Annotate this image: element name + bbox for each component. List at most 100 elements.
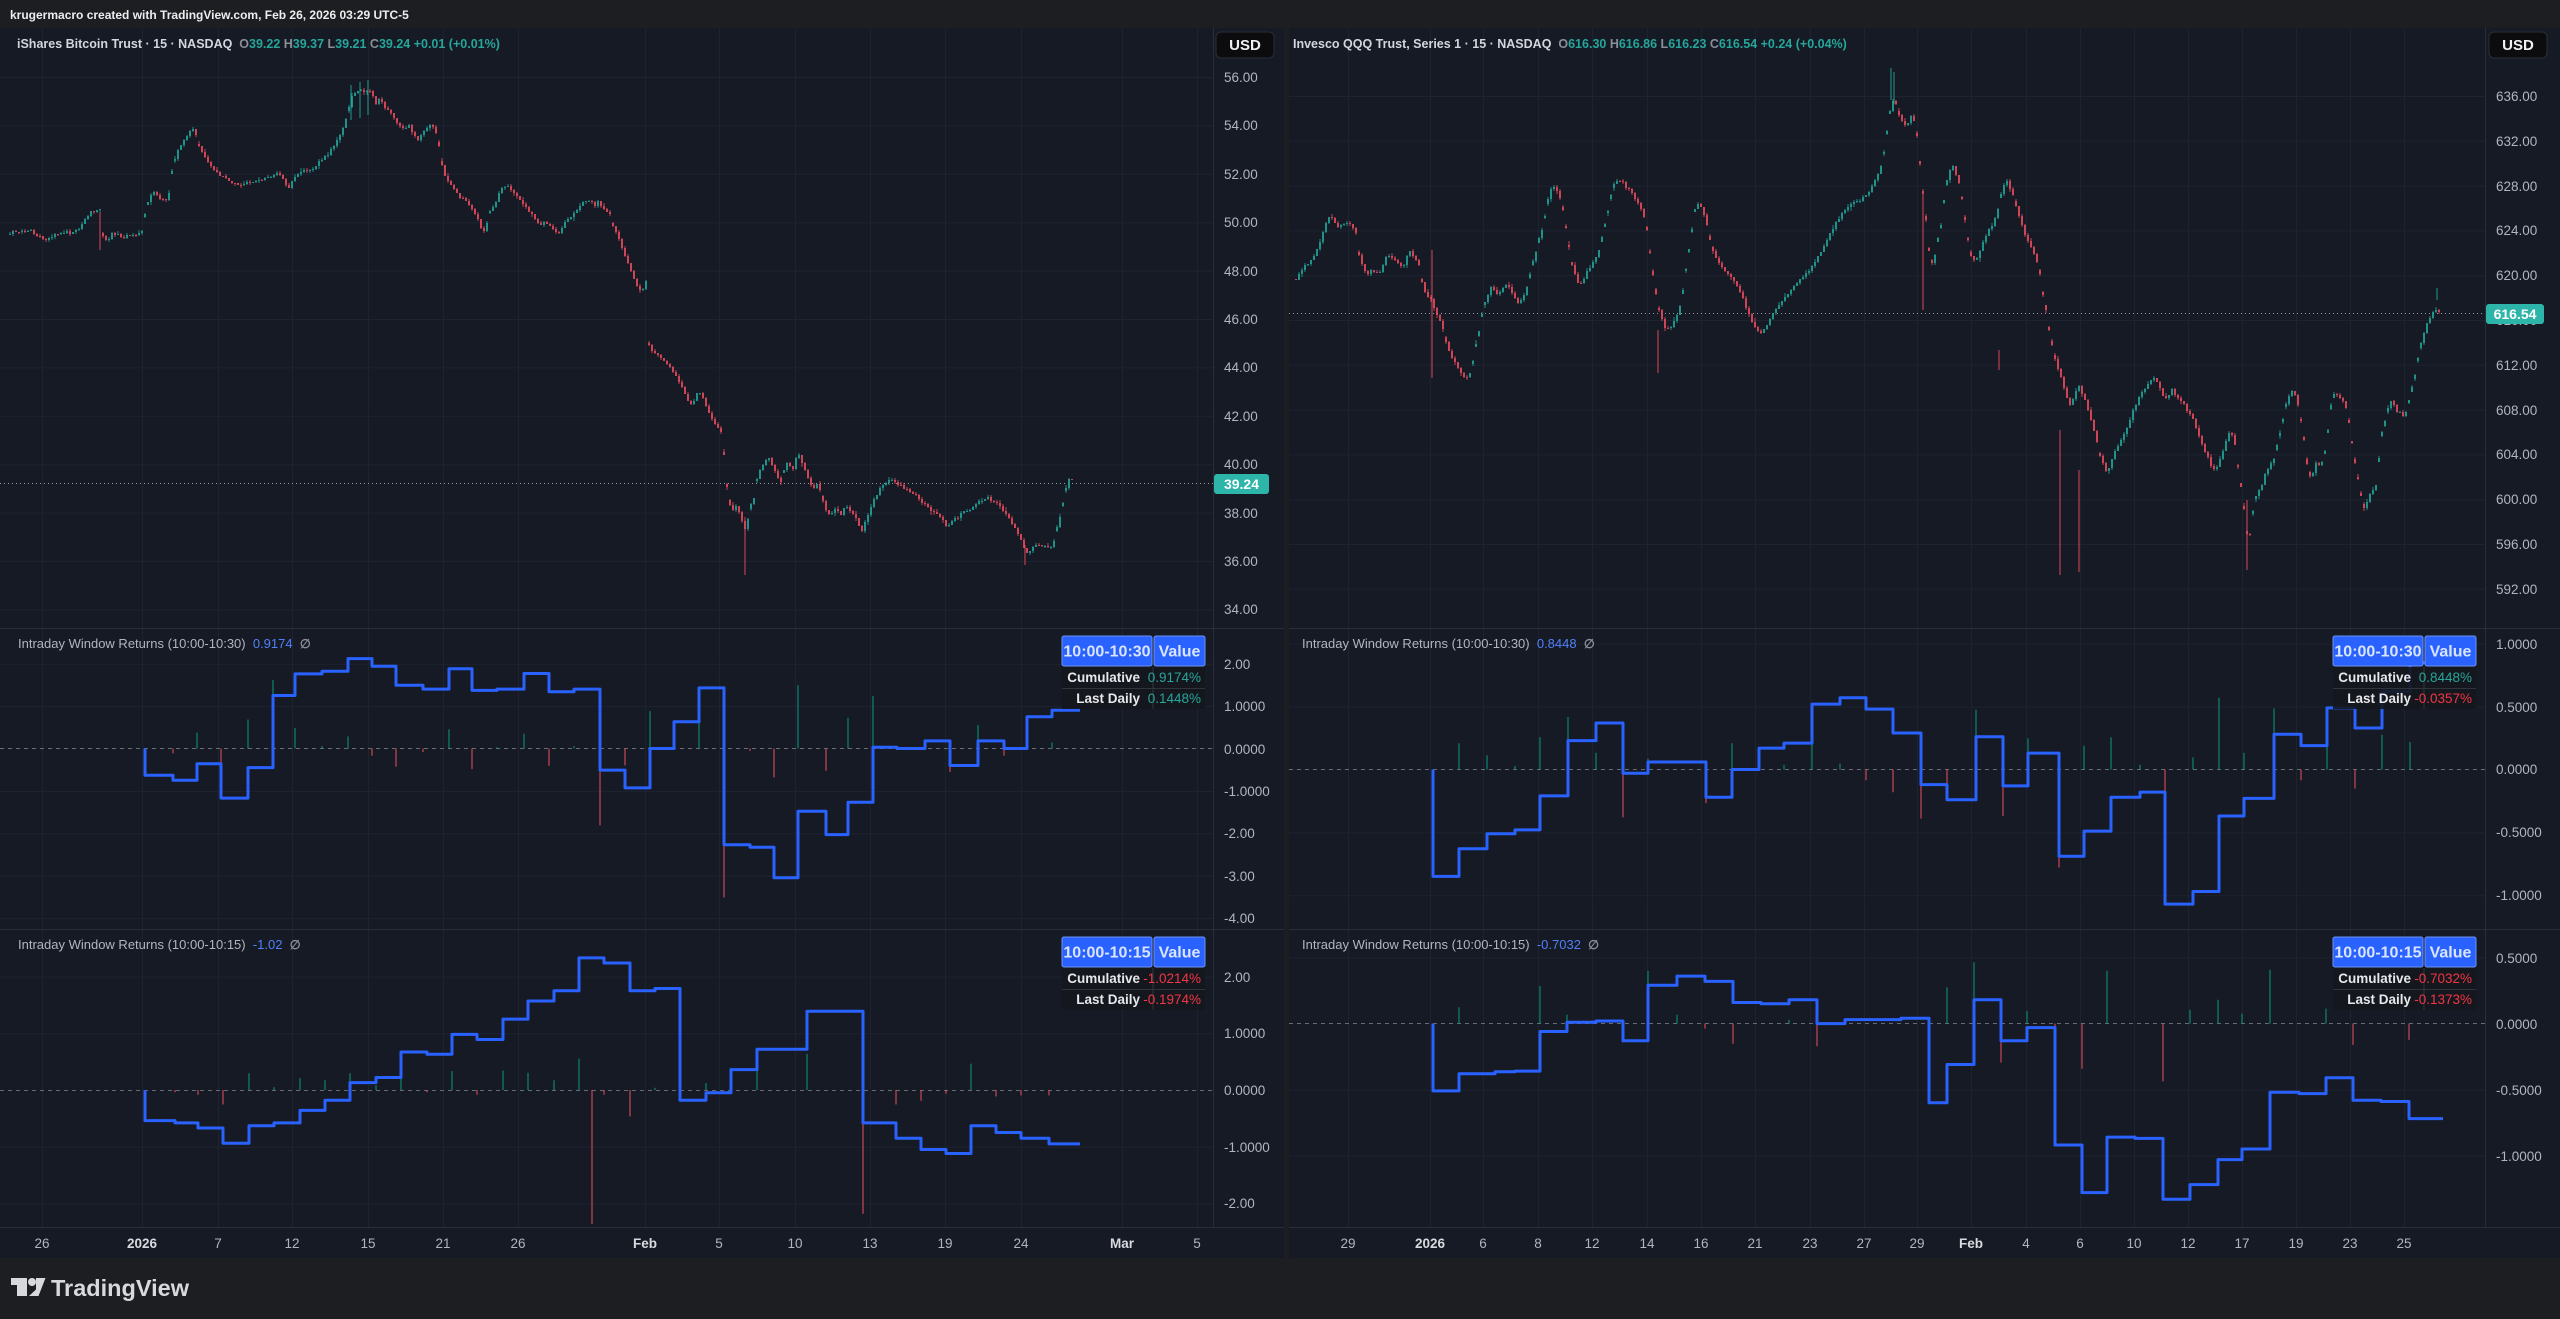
svg-text:Cumulative: Cumulative <box>2338 670 2411 685</box>
svg-text:620.00: 620.00 <box>2496 268 2537 283</box>
svg-text:604.00: 604.00 <box>2496 447 2537 462</box>
svg-text:2.00: 2.00 <box>1224 970 1250 985</box>
svg-text:42.00: 42.00 <box>1224 409 1258 424</box>
svg-text:0.0000: 0.0000 <box>1224 1083 1265 1098</box>
svg-text:-1.0000: -1.0000 <box>2496 888 2542 903</box>
svg-text:-4.00: -4.00 <box>1224 911 1255 926</box>
svg-text:-0.1373%: -0.1373% <box>2414 992 2472 1007</box>
svg-text:29: 29 <box>1909 1236 1924 1251</box>
svg-text:12: 12 <box>284 1236 299 1251</box>
svg-text:0.1448%: 0.1448% <box>1148 691 1201 706</box>
svg-text:-1.0000: -1.0000 <box>2496 1149 2542 1164</box>
svg-text:-0.0357%: -0.0357% <box>2414 691 2472 706</box>
svg-text:13: 13 <box>862 1236 877 1251</box>
svg-text:26: 26 <box>34 1236 49 1251</box>
svg-text:36.00: 36.00 <box>1224 554 1258 569</box>
svg-text:17: 17 <box>2234 1236 2249 1251</box>
svg-text:52.00: 52.00 <box>1224 167 1258 182</box>
svg-text:Mar: Mar <box>1110 1236 1135 1251</box>
svg-text:Value: Value <box>1159 644 1201 661</box>
svg-text:612.00: 612.00 <box>2496 358 2537 373</box>
svg-text:56.00: 56.00 <box>1224 70 1258 85</box>
svg-text:54.00: 54.00 <box>1224 118 1258 133</box>
svg-text:19: 19 <box>2288 1236 2303 1251</box>
svg-text:628.00: 628.00 <box>2496 179 2537 194</box>
svg-text:25: 25 <box>2396 1236 2411 1251</box>
svg-text:23: 23 <box>1802 1236 1817 1251</box>
svg-text:10:00-10:30: 10:00-10:30 <box>2334 644 2421 661</box>
svg-text:2026: 2026 <box>127 1236 158 1251</box>
svg-text:-0.7032%: -0.7032% <box>2414 971 2472 986</box>
svg-text:48.00: 48.00 <box>1224 264 1258 279</box>
svg-text:0.8448%: 0.8448% <box>2419 670 2472 685</box>
svg-text:-2.00: -2.00 <box>1224 826 1255 841</box>
svg-text:Last Daily: Last Daily <box>2347 691 2411 706</box>
svg-text:0.5000: 0.5000 <box>2496 951 2537 966</box>
svg-text:24: 24 <box>1013 1236 1029 1251</box>
svg-text:-0.5000: -0.5000 <box>2496 825 2542 840</box>
svg-text:21: 21 <box>1747 1236 1762 1251</box>
svg-text:7: 7 <box>214 1236 222 1251</box>
svg-text:6: 6 <box>2076 1236 2084 1251</box>
svg-text:iShares Bitcoin Trust · 15 · N: iShares Bitcoin Trust · 15 · NASDAQ O39.… <box>17 37 500 51</box>
svg-text:Feb: Feb <box>1959 1236 1983 1251</box>
svg-text:38.00: 38.00 <box>1224 506 1258 521</box>
svg-text:592.00: 592.00 <box>2496 582 2537 597</box>
svg-text:Value: Value <box>2430 644 2472 661</box>
svg-text:10:00-10:15: 10:00-10:15 <box>2334 945 2421 962</box>
svg-text:39.24: 39.24 <box>1224 476 1259 492</box>
svg-text:4: 4 <box>2022 1236 2030 1251</box>
svg-text:5: 5 <box>715 1236 723 1251</box>
svg-text:Last Daily: Last Daily <box>1076 691 1140 706</box>
svg-text:600.00: 600.00 <box>2496 492 2537 507</box>
svg-text:krugermacro created with Tradi: krugermacro created with TradingView.com… <box>10 8 409 22</box>
svg-text:29: 29 <box>1340 1236 1355 1251</box>
svg-text:12: 12 <box>2180 1236 2195 1251</box>
svg-text:636.00: 636.00 <box>2496 89 2537 104</box>
svg-text:23: 23 <box>2342 1236 2357 1251</box>
svg-text:1.0000: 1.0000 <box>2496 637 2537 652</box>
svg-text:1.0000: 1.0000 <box>1224 1026 1265 1041</box>
svg-text:46.00: 46.00 <box>1224 312 1258 327</box>
svg-text:50.00: 50.00 <box>1224 215 1258 230</box>
svg-text:616.54: 616.54 <box>2494 306 2537 322</box>
svg-text:624.00: 624.00 <box>2496 223 2537 238</box>
svg-text:5: 5 <box>1193 1236 1201 1251</box>
svg-text:2026: 2026 <box>1415 1236 1446 1251</box>
svg-text:2.00: 2.00 <box>1224 657 1250 672</box>
svg-text:-1.0000: -1.0000 <box>1224 1140 1270 1155</box>
svg-text:-0.5000: -0.5000 <box>2496 1083 2542 1098</box>
svg-text:Intraday Window Returns (10:00: Intraday Window Returns (10:00-10:30) 0.… <box>1302 636 1595 651</box>
svg-text:12: 12 <box>1584 1236 1599 1251</box>
svg-text:14: 14 <box>1639 1236 1655 1251</box>
svg-text:-1.0214%: -1.0214% <box>1143 971 1201 986</box>
svg-text:0.9174%: 0.9174% <box>1148 670 1201 685</box>
svg-text:Cumulative: Cumulative <box>2338 971 2411 986</box>
svg-text:8: 8 <box>1534 1236 1542 1251</box>
svg-text:1.0000: 1.0000 <box>1224 699 1265 714</box>
svg-text:34.00: 34.00 <box>1224 602 1258 617</box>
svg-text:10: 10 <box>2126 1236 2141 1251</box>
svg-text:632.00: 632.00 <box>2496 134 2537 149</box>
svg-text:608.00: 608.00 <box>2496 403 2537 418</box>
svg-text:Value: Value <box>1159 945 1201 962</box>
svg-text:0.0000: 0.0000 <box>2496 762 2537 777</box>
svg-text:40.00: 40.00 <box>1224 457 1258 472</box>
svg-text:44.00: 44.00 <box>1224 360 1258 375</box>
svg-text:26: 26 <box>510 1236 525 1251</box>
svg-text:Intraday Window Returns (10:00: Intraday Window Returns (10:00-10:15) -0… <box>1302 937 1599 952</box>
svg-text:596.00: 596.00 <box>2496 537 2537 552</box>
svg-text:-2.00: -2.00 <box>1224 1196 1255 1211</box>
svg-text:-1.0000: -1.0000 <box>1224 784 1270 799</box>
svg-text:19: 19 <box>937 1236 952 1251</box>
svg-text:USD: USD <box>2502 37 2534 54</box>
svg-text:21: 21 <box>435 1236 450 1251</box>
svg-text:0.0000: 0.0000 <box>2496 1017 2537 1032</box>
svg-text:0.0000: 0.0000 <box>1224 742 1265 757</box>
svg-text:10: 10 <box>787 1236 802 1251</box>
svg-text:Value: Value <box>2430 945 2472 962</box>
svg-text:-0.1974%: -0.1974% <box>1143 992 1201 1007</box>
svg-text:USD: USD <box>1229 37 1261 54</box>
svg-text:0.5000: 0.5000 <box>2496 700 2537 715</box>
svg-text:Intraday Window Returns (10:00: Intraday Window Returns (10:00-10:30) 0.… <box>18 636 311 651</box>
